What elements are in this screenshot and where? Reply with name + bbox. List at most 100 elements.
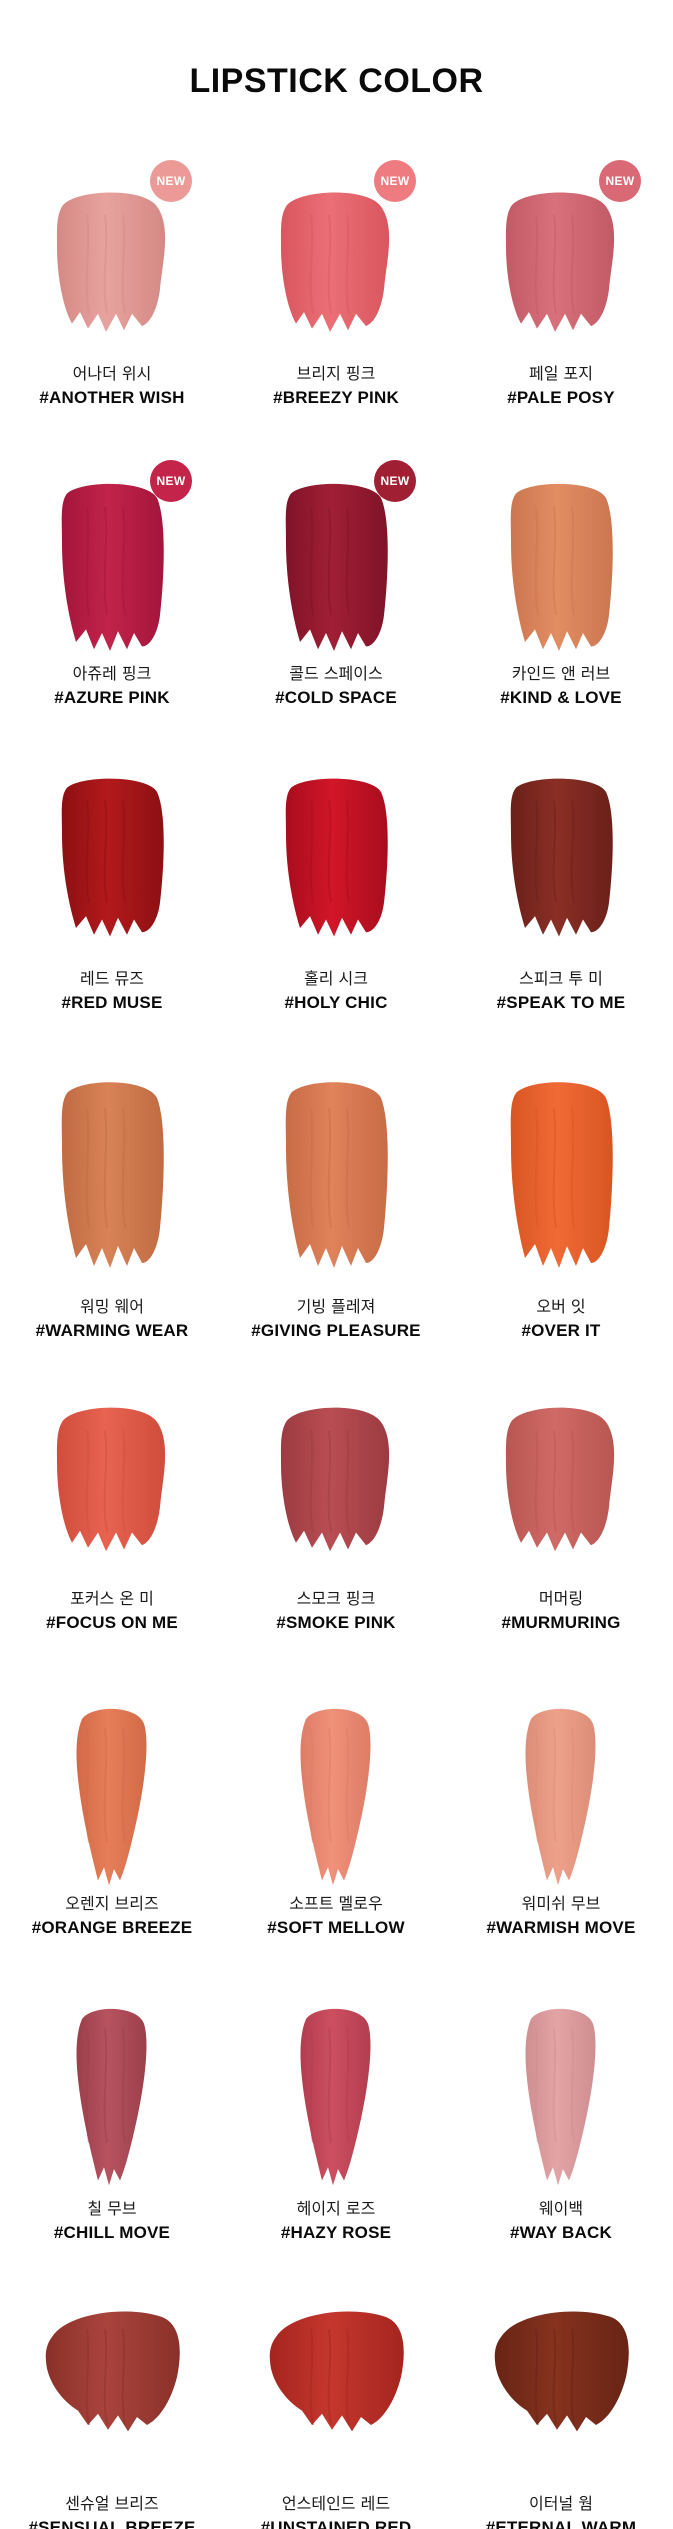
- new-badge: NEW: [374, 460, 416, 502]
- color-swatch: [256, 2305, 416, 2465]
- shade-english-name: #BREEZY PINK: [273, 388, 399, 407]
- shade-english-name: #FOCUS ON ME: [46, 1613, 178, 1632]
- color-swatch: [481, 1078, 641, 1278]
- shade-korean-name: 콜드 스페이스: [289, 664, 383, 683]
- shade-english-name: #CHILL MOVE: [53, 2223, 171, 2242]
- color-swatch: [32, 480, 192, 660]
- shade-english-name: #COLD SPACE: [275, 688, 397, 707]
- shade-korean-name: 언스테인드 레드: [281, 2494, 391, 2513]
- shade-english-name: #WARMISH MOVE: [486, 1918, 636, 1937]
- shade-english-name: #AZURE PINK: [54, 688, 170, 707]
- shade-english-name: #WARMING WEAR: [35, 1321, 189, 1340]
- color-swatch: [481, 2305, 641, 2465]
- shade-item: NEW 콜드 스페이스 #COLD SPACE: [224, 460, 448, 718]
- shade-english-name: #HAZY ROSE: [280, 2223, 392, 2242]
- shade-korean-name: 소프트 멜로우: [289, 1894, 383, 1913]
- color-swatch: [256, 1078, 416, 1278]
- shade-item: 워밍 웨어 #WARMING WEAR: [0, 1078, 224, 1351]
- shade-item: NEW 어나더 위시 #ANOTHER WISH: [0, 160, 224, 418]
- shade-item: 포커스 온 미 #FOCUS ON ME: [0, 1390, 224, 1643]
- shade-english-name: #OVER IT: [521, 1321, 601, 1340]
- shade-item: NEW 페일 포지 #PALE POSY: [449, 160, 673, 418]
- shade-item: NEW 브리지 핑크 #BREEZY PINK: [224, 160, 448, 418]
- shade-english-name: #SENSUAL BREEZE: [28, 2518, 196, 2529]
- shade-english-name: #SMOKE PINK: [276, 1613, 396, 1632]
- shade-item: 스모크 핑크 #SMOKE PINK: [224, 1390, 448, 1643]
- color-swatch: [481, 2000, 641, 2190]
- shade-item: 이터널 웜 #ETERNAL WARM: [449, 2290, 673, 2529]
- shade-english-name: #HOLY CHIC: [284, 993, 388, 1012]
- new-badge: NEW: [599, 160, 641, 202]
- shade-item: 센슈얼 브리즈 #SENSUAL BREEZE: [0, 2290, 224, 2529]
- new-badge: NEW: [150, 460, 192, 502]
- new-badge: NEW: [150, 160, 192, 202]
- shade-korean-name: 어나더 위시: [72, 364, 152, 383]
- shade-korean-name: 웨이백: [538, 2199, 584, 2218]
- color-swatch: [32, 775, 192, 945]
- shade-english-name: #WAY BACK: [510, 2223, 612, 2242]
- shade-korean-name: 센슈얼 브리즈: [65, 2494, 159, 2513]
- shade-english-name: #ANOTHER WISH: [39, 388, 185, 407]
- shade-korean-name: 워미쉬 무브: [521, 1894, 601, 1913]
- shade-item: 머머링 #MURMURING: [449, 1390, 673, 1643]
- shade-korean-name: 레드 뮤즈: [80, 969, 144, 988]
- shade-item: NEW 아쥬레 핑크 #AZURE PINK: [0, 460, 224, 718]
- shade-korean-name: 워밍 웨어: [80, 1297, 144, 1316]
- page-title: LIPSTICK COLOR: [189, 62, 484, 100]
- shade-item: 언스테인드 레드 #UNSTAINED RED: [224, 2290, 448, 2529]
- color-swatch: [32, 1405, 192, 1575]
- shade-item: 레드 뮤즈 #RED MUSE: [0, 765, 224, 1023]
- color-swatch: [256, 190, 416, 355]
- color-swatch: [256, 1700, 416, 1890]
- shade-korean-name: 이터널 웜: [529, 2494, 593, 2513]
- shade-korean-name: 포커스 온 미: [70, 1589, 154, 1608]
- color-swatch: [481, 190, 641, 355]
- shade-item: 헤이지 로즈 #HAZY ROSE: [224, 1985, 448, 2253]
- shade-english-name: #GIVING PLEASURE: [251, 1321, 421, 1340]
- shade-korean-name: 스모크 핑크: [296, 1589, 376, 1608]
- shade-english-name: #UNSTAINED RED: [260, 2518, 412, 2529]
- shade-english-name: #ETERNAL WARM: [485, 2518, 637, 2529]
- shade-korean-name: 홀리 시크: [304, 969, 368, 988]
- shade-korean-name: 머머링: [538, 1589, 584, 1608]
- shade-korean-name: 오버 잇: [536, 1297, 586, 1316]
- shade-item: 오렌지 브리즈 #ORANGE BREEZE: [0, 1680, 224, 1948]
- shade-korean-name: 아쥬레 핑크: [72, 664, 152, 683]
- color-swatch: [481, 1405, 641, 1575]
- shade-english-name: #MURMURING: [501, 1613, 621, 1632]
- shade-english-name: #RED MUSE: [61, 993, 163, 1012]
- shade-item: 카인드 앤 러브 #KIND & LOVE: [449, 460, 673, 718]
- shade-korean-name: 스피크 투 미: [519, 969, 603, 988]
- shade-item: 소프트 멜로우 #SOFT MELLOW: [224, 1680, 448, 1948]
- color-swatch: [256, 480, 416, 660]
- color-swatch: [481, 775, 641, 945]
- shade-english-name: #SOFT MELLOW: [267, 1918, 405, 1937]
- shade-korean-name: 카인드 앤 러브: [511, 664, 611, 683]
- color-swatch: [32, 2000, 192, 2190]
- color-swatch: [256, 1405, 416, 1575]
- shade-korean-name: 페일 포지: [529, 364, 593, 383]
- shade-korean-name: 기빙 플레져: [296, 1297, 376, 1316]
- shade-item: 칠 무브 #CHILL MOVE: [0, 1985, 224, 2253]
- shade-korean-name: 헤이지 로즈: [296, 2199, 376, 2218]
- shade-item: 오버 잇 #OVER IT: [449, 1078, 673, 1351]
- color-swatch: [32, 1078, 192, 1278]
- shade-korean-name: 칠 무브: [87, 2199, 137, 2218]
- color-swatch: [256, 775, 416, 945]
- shade-item: 웨이백 #WAY BACK: [449, 1985, 673, 2253]
- new-badge: NEW: [374, 160, 416, 202]
- color-swatch: [32, 190, 192, 355]
- shade-korean-name: 브리지 핑크: [296, 364, 376, 383]
- shade-english-name: #PALE POSY: [507, 388, 615, 407]
- shade-english-name: #SPEAK TO ME: [496, 993, 626, 1012]
- color-swatch: [481, 1700, 641, 1890]
- color-swatch: [32, 1700, 192, 1890]
- shade-item: 워미쉬 무브 #WARMISH MOVE: [449, 1680, 673, 1948]
- shade-item: 기빙 플레져 #GIVING PLEASURE: [224, 1078, 448, 1351]
- shade-item: 홀리 시크 #HOLY CHIC: [224, 765, 448, 1023]
- shade-english-name: #ORANGE BREEZE: [31, 1918, 193, 1937]
- color-swatch: [32, 2305, 192, 2465]
- color-swatch: [256, 2000, 416, 2190]
- shade-english-name: #KIND & LOVE: [500, 688, 622, 707]
